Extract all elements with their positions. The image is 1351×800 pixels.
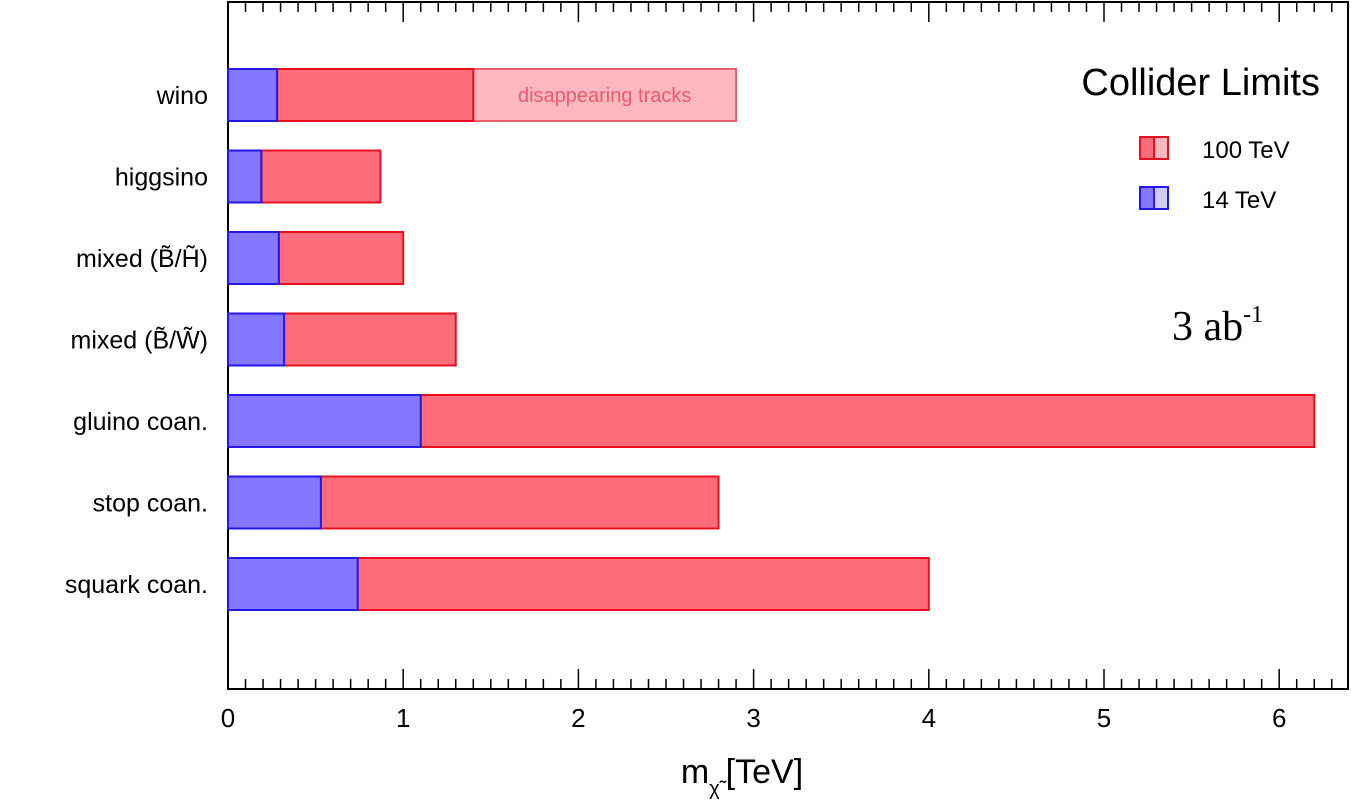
x-tick-label: 0 — [221, 703, 235, 733]
bar-gluino-coan-14tev — [227, 394, 422, 448]
chart-title: Collider Limits — [1081, 62, 1320, 104]
x-axis-label: mχ̃ [TeV] — [681, 753, 803, 800]
category-label-stop-coan: stop coan. — [93, 490, 208, 518]
bar-higgsino-100tev — [260, 149, 382, 204]
category-label-gluino-coan: gluino coan. — [73, 408, 208, 436]
bar-stop-coan-100tev — [319, 475, 720, 530]
bar-wino-100tev — [276, 68, 475, 122]
category-labels: wino higgsino mixed (B̃/H̃) mixed (B̃/W̃) gl… — [65, 82, 208, 599]
luminosity-label: 3 ab-1 — [1172, 302, 1263, 350]
category-label-mixed-b-w: mixed (B̃/W̃) — [71, 326, 209, 354]
legend-swatch-100tev — [1139, 136, 1169, 160]
bar-wino-100tev-extension — [472, 68, 738, 122]
bar-squark-coan-100tev — [356, 557, 930, 611]
x-tick-label: 2 — [571, 703, 585, 733]
category-label-squark-coan: squark coan. — [65, 571, 208, 599]
x-tick-label: 4 — [922, 703, 936, 733]
category-label-mixed-b-h: mixed (B̃/H̃) — [76, 245, 208, 273]
bar-mixed-b-h-100tev — [277, 231, 405, 285]
bar-mixed-b-h-14tev — [227, 231, 280, 285]
x-tick-label: 3 — [746, 703, 760, 733]
bar-gluino-coan-100tev — [419, 394, 1316, 448]
disappearing-tracks-label: disappearing tracks — [518, 85, 691, 107]
x-tick-label: 1 — [396, 703, 410, 733]
category-label-higgsino: higgsino — [115, 164, 208, 192]
bar-squark-coan-14tev — [227, 557, 359, 611]
category-label-wino: wino — [156, 82, 208, 110]
legend-swatch-14tev — [1139, 186, 1169, 210]
bar-stop-coan-14tev — [227, 475, 322, 530]
bars-group: disappearing tracks — [227, 68, 1316, 611]
x-tick-label: 5 — [1097, 703, 1111, 733]
x-axis-ticks — [227, 2, 1333, 689]
legend: 100 TeV 14 TeV — [1139, 136, 1290, 214]
bar-mixed-b-w-100tev — [283, 312, 457, 367]
x-tick-label: 6 — [1272, 703, 1286, 733]
bar-higgsino-14tev — [227, 149, 263, 204]
bar-wino-14tev — [227, 68, 279, 122]
x-tick-labels: 0 1 2 3 4 5 6 — [221, 703, 1287, 733]
legend-label-100tev: 100 TeV — [1202, 137, 1290, 164]
legend-label-14tev: 14 TeV — [1202, 187, 1276, 214]
bar-mixed-b-w-14tev — [227, 312, 286, 367]
